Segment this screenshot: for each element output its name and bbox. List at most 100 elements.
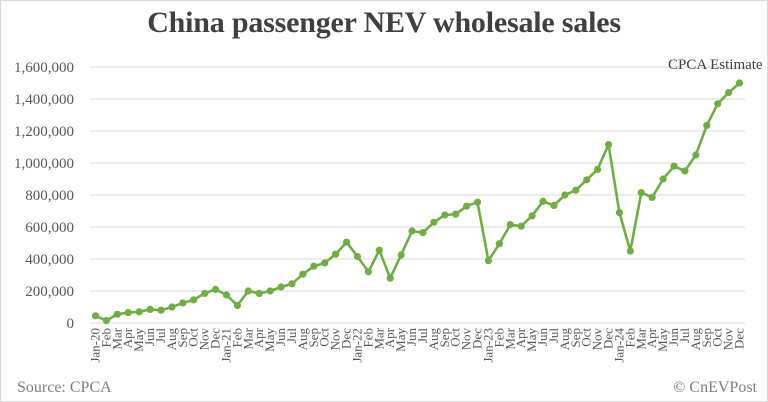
x-tick-label: Nov [328, 328, 343, 351]
x-tick-label: Oct [317, 328, 332, 347]
sales-line [94, 82, 741, 322]
data-point [408, 227, 416, 235]
y-tick-label: 400,000 [25, 252, 74, 268]
x-tick-label: Oct [448, 328, 463, 347]
x-tick-label: Apr [120, 327, 135, 348]
x-tick-label: Oct [579, 328, 594, 347]
data-point [222, 291, 231, 299]
data-point [244, 287, 252, 295]
x-tick-label: May [131, 328, 146, 352]
data-point [353, 253, 362, 261]
data-point [604, 141, 613, 149]
data-point [670, 162, 678, 170]
x-tick-label: Oct [710, 328, 725, 347]
data-point [506, 221, 514, 229]
x-tick-label: Nov [590, 328, 605, 351]
data-point [135, 308, 143, 316]
x-tick-label: May [655, 328, 670, 352]
data-point [528, 212, 536, 220]
x-tick-label: Feb [491, 328, 506, 348]
x-tick-label: May [262, 328, 277, 352]
chart-title: China passenger NEV wholesale sales [147, 6, 621, 39]
data-point [255, 289, 263, 297]
source-label: Source: CPCA [17, 379, 112, 396]
x-tick-label: Feb [229, 328, 244, 348]
data-point [342, 238, 351, 246]
x-tick-label: Sep [437, 328, 452, 348]
data-point [332, 250, 340, 258]
data-point [463, 202, 471, 210]
data-point [364, 268, 372, 276]
x-tick-label: Mar [240, 327, 255, 349]
x-tick-label: Jan-24 [611, 328, 626, 363]
data-point [484, 257, 493, 265]
data-point [452, 210, 460, 218]
x-tick-label: Jun [666, 328, 681, 347]
x-tick-label: Mar [633, 327, 648, 349]
data-point [91, 312, 100, 320]
data-point [168, 303, 176, 311]
x-axis-labels: Jan-20FebMarAprMayJunJulAugSepOctNovDecJ… [88, 327, 747, 362]
x-tick-label: Dec [470, 328, 485, 349]
data-point [517, 222, 525, 230]
data-point [572, 186, 580, 194]
data-point [594, 165, 602, 173]
x-tick-label: Dec [601, 328, 616, 349]
data-point [419, 229, 427, 237]
data-point [113, 310, 121, 318]
x-tick-label: Jul [677, 328, 692, 344]
x-tick-label: Jan-21 [218, 328, 233, 363]
data-point [397, 251, 405, 259]
y-tick-label: 1,000,000 [14, 156, 74, 172]
data-point [550, 201, 558, 209]
x-tick-label: Aug [688, 328, 703, 351]
y-tick-label: 800,000 [25, 188, 74, 204]
x-tick-label: Jun [273, 328, 288, 347]
x-tick-label: Dec [732, 328, 747, 349]
x-tick-label: Aug [426, 328, 441, 351]
x-tick-label: Dec [339, 328, 354, 349]
x-tick-label: Sep [568, 328, 583, 348]
data-point [692, 151, 700, 159]
x-tick-label: Jun [142, 328, 157, 347]
data-point [495, 240, 503, 248]
data-point [583, 176, 591, 184]
data-point [648, 193, 656, 201]
y-tick-label: 200,000 [25, 284, 74, 300]
x-tick-label: Sep [306, 328, 321, 348]
credit-label: © CnEVPost [673, 379, 757, 396]
data-point [190, 296, 198, 304]
x-tick-label: Jun [535, 328, 550, 347]
data-point [714, 100, 722, 108]
x-tick-label: Jul [284, 328, 299, 344]
data-point-markers [91, 79, 744, 325]
x-tick-label: Jan-22 [349, 328, 364, 363]
data-point [233, 301, 241, 309]
x-tick-label: Mar [502, 327, 517, 349]
x-tick-label: Aug [295, 328, 310, 351]
data-point [561, 191, 569, 199]
y-tick-label: 0 [67, 316, 75, 332]
x-tick-label: Apr [251, 327, 266, 348]
y-axis-labels: 0 200,000 400,000 600,000 800,000 1,000,000 1,… [14, 60, 74, 332]
data-point [375, 246, 383, 254]
y-tick-label: 1,200,000 [14, 124, 74, 140]
x-tick-label: Sep [699, 328, 714, 348]
cpca-estimate-annotation: CPCA Estimate [668, 57, 763, 73]
data-point [724, 89, 733, 97]
data-point [146, 305, 154, 313]
x-tick-label: Feb [360, 328, 375, 348]
x-tick-label: Nov [721, 328, 736, 351]
data-point [539, 197, 547, 205]
x-tick-label: Jun [404, 328, 419, 347]
data-point [157, 306, 165, 314]
data-point [266, 287, 274, 295]
data-point [288, 280, 296, 288]
x-tick-label: Sep [175, 328, 190, 348]
x-tick-label: Aug [164, 328, 179, 351]
data-point [277, 283, 285, 291]
data-point [626, 247, 634, 255]
data-point [615, 209, 624, 217]
data-point [441, 211, 449, 219]
